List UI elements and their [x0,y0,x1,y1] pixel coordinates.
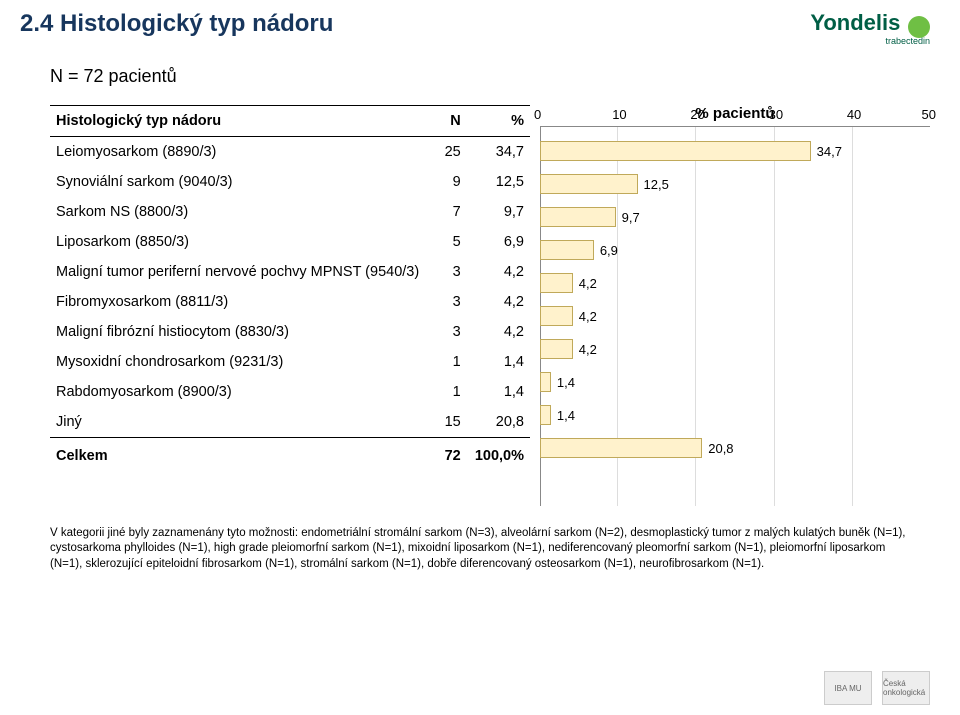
cell-n: 3 [438,287,467,317]
cell-pct: 4,2 [467,287,530,317]
chart-bar-label: 4,2 [579,342,597,357]
cell-pct: 20,8 [467,407,530,438]
chart-bar-label: 1,4 [557,408,575,423]
chart-tick-label: 50 [922,107,936,122]
chart-bar [540,240,594,260]
brand-name: Yondelis [810,10,900,35]
chart-bar [540,339,573,359]
col-label: Histologický typ nádoru [50,105,438,136]
chart-bar-row: 9,7 [540,201,930,234]
chart-bar-label: 1,4 [557,375,575,390]
chart-bar-label: 9,7 [622,210,640,225]
cell-label: Fibromyxosarkom (8811/3) [50,287,438,317]
cell-label: Mysoxidní chondrosarkom (9231/3) [50,347,438,377]
chart-bar [540,306,573,326]
cell-n: 25 [438,136,467,167]
chart-bar-label: 4,2 [579,309,597,324]
chart-bar-row: 1,4 [540,366,930,399]
col-pct: % [467,105,530,136]
chart-bar-label: 4,2 [579,276,597,291]
chart-bar [540,273,573,293]
chart-bar-row: 1,4 [540,399,930,432]
chart-tick-label: 40 [847,107,861,122]
cell-n: 9 [438,167,467,197]
table-total-row: Celkem72100,0% [50,437,530,471]
chart-bar-row: 12,5 [540,168,930,201]
cell-n: 7 [438,197,467,227]
chart-bar [540,174,638,194]
cell-label: Liposarkom (8850/3) [50,227,438,257]
chart-bar [540,438,702,458]
brand-icon [908,16,930,38]
chart-tick-label: 20 [690,107,704,122]
cell-pct: 4,2 [467,317,530,347]
cell-pct: 1,4 [467,377,530,407]
cell-pct: 9,7 [467,197,530,227]
cell-label: Celkem [50,437,438,471]
cell-label: Jiný [50,407,438,438]
chart-bar-row: 4,2 [540,300,930,333]
footer-logo-iba: IBA MU [824,671,872,705]
sample-size: N = 72 pacientů [50,66,930,87]
chart-bar [540,207,616,227]
chart-bar-row: 34,7 [540,135,930,168]
chart-bar-row: 6,9 [540,234,930,267]
footnote: V kategorii jiné byly zaznamenány tyto m… [50,526,920,573]
data-table: Histologický typ nádoru N % Leiomyosarko… [50,105,530,506]
footer-logo-cos: Česká onkologická [882,671,930,705]
table-row: Synoviální sarkom (9040/3)912,5 [50,167,530,197]
table-row: Liposarkom (8850/3)56,9 [50,227,530,257]
cell-pct: 34,7 [467,136,530,167]
cell-pct: 1,4 [467,347,530,377]
chart-tick-label: 10 [612,107,626,122]
cell-n: 1 [438,377,467,407]
cell-n: 72 [438,437,467,471]
cell-n: 15 [438,407,467,438]
cell-n: 3 [438,317,467,347]
chart-bar [540,405,551,425]
table-row: Maligní tumor periferní nervové pochvy M… [50,257,530,287]
chart-bar-label: 6,9 [600,243,618,258]
cell-n: 1 [438,347,467,377]
bar-chart: % pacientů 0 10 20 30 40 34,7 12,5 9,7 6,9 4,2 4,… [530,105,930,506]
table-row: Maligní fibrózní histiocytom (8830/3)34,… [50,317,530,347]
table-row: Rabdomyosarkom (8900/3)11,4 [50,377,530,407]
table-row: Fibromyxosarkom (8811/3)34,2 [50,287,530,317]
cell-label: Leiomyosarkom (8890/3) [50,136,438,167]
table-row: Leiomyosarkom (8890/3)2534,7 [50,136,530,167]
cell-n: 5 [438,227,467,257]
table-row: Mysoxidní chondrosarkom (9231/3)11,4 [50,347,530,377]
chart-bar-label: 34,7 [817,144,842,159]
col-n: N [438,105,467,136]
cell-pct: 12,5 [467,167,530,197]
chart-bar-row: 4,2 [540,333,930,366]
chart-bar [540,141,811,161]
chart-bar-label: 20,8 [708,441,733,456]
cell-pct: 6,9 [467,227,530,257]
chart-tick-label: 0 [534,107,541,122]
chart-bar-row: 4,2 [540,267,930,300]
chart-bar-row: 20,8 [540,432,930,465]
cell-label: Synoviální sarkom (9040/3) [50,167,438,197]
page-title: 2.4 Histologický typ nádoru [20,10,333,38]
cell-label: Sarkom NS (8800/3) [50,197,438,227]
brand-logo: Yondelis trabectedin [810,10,930,46]
chart-tick-label: 30 [769,107,783,122]
cell-label: Maligní fibrózní histiocytom (8830/3) [50,317,438,347]
table-row: Jiný1520,8 [50,407,530,438]
cell-pct: 4,2 [467,257,530,287]
footer-logos: IBA MU Česká onkologická [824,671,930,705]
chart-bar-label: 12,5 [644,177,669,192]
cell-pct: 100,0% [467,437,530,471]
chart-title: % pacientů [540,105,930,122]
cell-n: 3 [438,257,467,287]
cell-label: Maligní tumor periferní nervové pochvy M… [50,257,438,287]
chart-bar [540,372,551,392]
table-row: Sarkom NS (8800/3)79,7 [50,197,530,227]
cell-label: Rabdomyosarkom (8900/3) [50,377,438,407]
